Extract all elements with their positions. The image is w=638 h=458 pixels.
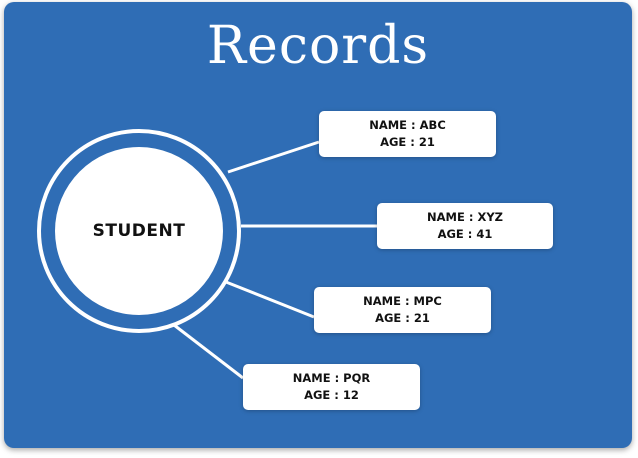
record-card-1: NAME : ABC AGE : 21 (319, 111, 496, 157)
connector-line-1 (227, 140, 320, 174)
connector-line-4 (173, 323, 244, 380)
diagram-title: Records (206, 16, 430, 76)
record-age: AGE : 21 (380, 135, 435, 149)
student-hub-ring (37, 129, 241, 333)
record-age: AGE : 12 (304, 388, 359, 402)
connector-line-3 (225, 280, 315, 319)
record-age: AGE : 41 (437, 227, 493, 241)
record-name: NAME : XYZ (427, 210, 503, 224)
record-card-3: NAME : MPC AGE : 21 (314, 287, 491, 333)
record-name: NAME : PQR (292, 371, 371, 385)
student-hub: STUDENT (55, 147, 223, 315)
record-age: AGE : 21 (375, 311, 430, 325)
record-name: NAME : MPC (363, 294, 442, 308)
diagram-panel: Records STUDENT NAME : ABC AGE : 21 NAME… (4, 2, 632, 448)
record-card-2: NAME : XYZ AGE : 41 (377, 203, 553, 249)
record-card-4: NAME : PQR AGE : 12 (243, 364, 420, 410)
connector-lines (173, 140, 377, 380)
record-name: NAME : ABC (369, 118, 446, 132)
student-label: STUDENT (92, 221, 186, 241)
